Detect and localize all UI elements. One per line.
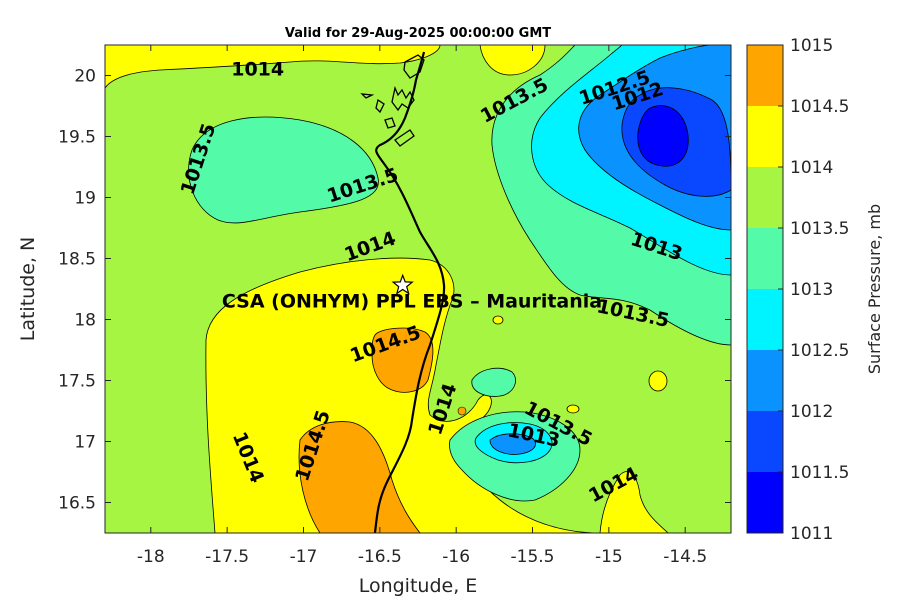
colorbar-swatch: [747, 106, 783, 167]
colorbar-swatch: [747, 411, 783, 472]
colorbar-swatch: [747, 45, 783, 106]
y-tick-label: 16.5: [58, 494, 96, 514]
y-tick-label: 20: [74, 67, 96, 87]
x-tick-label: -17.5: [205, 547, 249, 567]
zone-1014-northcentral: [479, 45, 546, 76]
colorbar-tick-label: 1015: [790, 36, 833, 56]
colorbar-swatch: [747, 167, 783, 228]
colorbar-swatch: [747, 472, 783, 533]
coastline: [373, 51, 446, 533]
x-tick-label: -14.5: [663, 547, 707, 567]
colorbar-tick-label: 1012: [790, 402, 833, 422]
colorbar-tick-label: 1014: [790, 158, 833, 178]
colorbar-swatch: [747, 228, 783, 289]
colorbar: 1011 1011.5 1012 1012.5 1013 1013.5 1014 1014.5…: [746, 36, 849, 544]
zone-1014-spot-small: [566, 404, 580, 414]
y-tick-label: 19: [74, 189, 96, 209]
station-label: CSA (ONHYM) PPL EBS – Mauritania: [222, 290, 602, 312]
cap-blanc-outline: [403, 54, 425, 79]
x-tick-label: -17: [290, 547, 318, 567]
station-star-icon: [391, 273, 414, 295]
zone-1014_5-north: [371, 327, 434, 393]
colorbar-tick-label: 1013: [790, 280, 833, 300]
x-tick-label: -16.5: [358, 547, 402, 567]
y-tick-label: 18.5: [58, 250, 96, 270]
map-title: Valid for 29-Aug-2025 00:00:00 GMT: [285, 26, 551, 41]
colorbar-tick-label: 1013.5: [790, 219, 849, 239]
x-axis-ticks: -18 -17.5 -17 -16.5 -16 -15.5 -15 -14.5: [137, 45, 707, 567]
x-tick-label: -15: [595, 547, 623, 567]
colorbar-tick-label: 1012.5: [790, 341, 849, 361]
banc-d-arguin-islands: [391, 85, 415, 112]
pressure-field: [105, 45, 731, 533]
colorbar-tick-label: 1011: [790, 524, 833, 544]
coastal-inlet: [394, 129, 415, 147]
colorbar-tick-label: 1014.5: [790, 97, 849, 117]
coastal-islets: [360, 93, 396, 129]
zone-1014_5-south: [298, 421, 421, 533]
x-tick-label: -18: [137, 547, 165, 567]
zone-1014_5-spot: [457, 406, 467, 416]
colorbar-swatch: [747, 289, 783, 350]
zone-1011: [637, 105, 689, 167]
zone-1014-spot-east: [648, 370, 668, 392]
y-tick-label: 19.5: [58, 128, 96, 148]
zone-1013-spot: [471, 367, 516, 397]
y-axis-label: Latitude, N: [17, 237, 39, 342]
axes-frame: [104, 44, 732, 534]
colorbar-swatch: [747, 350, 783, 411]
y-tick-label: 18: [74, 311, 96, 331]
y-axis-ticks: 16.5 17 17.5 18 18.5 19 19.5 20: [58, 67, 731, 514]
colorbar-tick-label: 1011.5: [790, 463, 849, 483]
zone-1014-spot-tiny: [492, 315, 504, 325]
zone-1014-southeast: [599, 471, 669, 533]
colorbar-label: Surface Pressure, mb: [865, 204, 884, 374]
x-tick-label: -15.5: [511, 547, 555, 567]
y-tick-label: 17.5: [58, 372, 96, 392]
zone-1012-south: [489, 433, 536, 455]
zone-1014-north: [105, 45, 441, 89]
x-tick-label: -16: [442, 547, 470, 567]
x-axis-label: Longitude, E: [359, 575, 478, 597]
zone-1013-west: [188, 116, 379, 224]
contour-label: 1014: [231, 59, 284, 81]
y-tick-label: 17: [74, 433, 96, 453]
